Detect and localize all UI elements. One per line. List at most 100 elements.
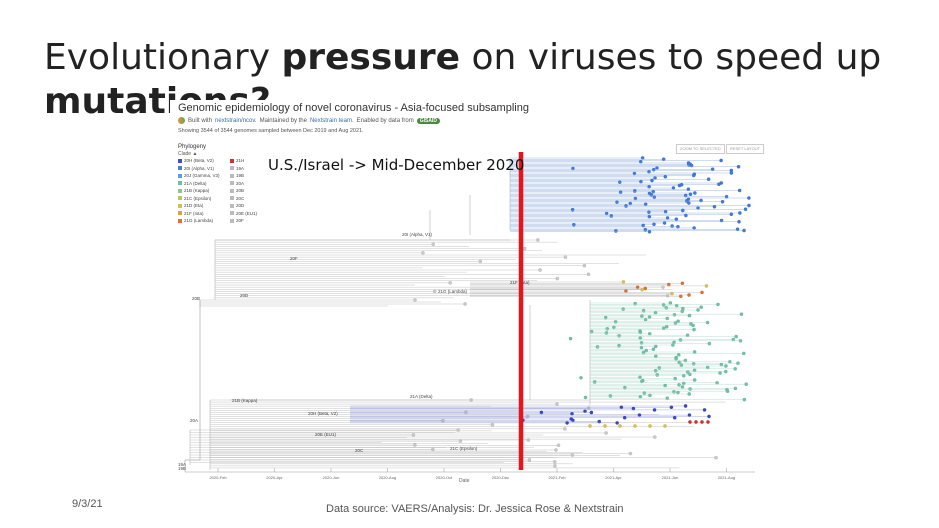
legend-swatch bbox=[230, 181, 234, 185]
tree-tip bbox=[692, 226, 696, 230]
tree-tip bbox=[555, 402, 559, 406]
tree-tip bbox=[673, 321, 678, 326]
tree-tip bbox=[648, 424, 652, 428]
x-tick-label: 2020-Apr bbox=[266, 475, 283, 480]
tree-tip bbox=[490, 422, 495, 427]
legend-item[interactable]: 20B bbox=[230, 188, 244, 193]
tree-tip bbox=[719, 218, 724, 223]
tree-tip bbox=[699, 305, 704, 310]
legend-item[interactable]: 20J (Gamma, V3) bbox=[178, 173, 220, 178]
tree-tip bbox=[653, 176, 657, 180]
tree-tip bbox=[707, 414, 711, 419]
legend-label: 21G (Lambda) bbox=[184, 218, 214, 223]
tree-tip bbox=[615, 421, 619, 425]
tree-tip bbox=[661, 326, 666, 331]
nextstrain-ncov-link[interactable]: nextstrain/ncov. bbox=[215, 117, 257, 124]
legend-item[interactable]: 19A bbox=[230, 166, 244, 171]
tree-tip bbox=[692, 350, 697, 354]
tree-tip bbox=[688, 387, 692, 391]
legend-item[interactable]: 21G (Lambda) bbox=[178, 218, 213, 223]
tree-tip bbox=[647, 184, 651, 189]
clade-label: 21C (Epsilon) bbox=[450, 446, 478, 451]
tree-tip bbox=[747, 203, 751, 208]
legend-item[interactable]: 21A (Delta) bbox=[178, 181, 207, 186]
legend-item[interactable]: 21B (Kappa) bbox=[178, 188, 209, 193]
clade-label: 20H (Beta, V2) bbox=[308, 411, 338, 416]
tree-tip bbox=[681, 381, 686, 386]
gisaid-logo[interactable]: GISAID bbox=[416, 117, 440, 124]
tree-tip bbox=[737, 219, 741, 224]
tree-tip bbox=[687, 413, 692, 417]
legend-swatch bbox=[230, 158, 234, 163]
clade-label: 20B bbox=[192, 296, 200, 301]
legend-item[interactable]: 20A bbox=[230, 181, 244, 186]
tree-tip bbox=[691, 173, 696, 178]
tree-tip bbox=[679, 363, 684, 368]
tree-tip bbox=[624, 289, 628, 293]
legend-label: 21C (Epsilon) bbox=[184, 195, 212, 201]
tree-tip bbox=[648, 393, 652, 398]
tree-tip bbox=[719, 362, 724, 367]
tree-tip bbox=[639, 345, 644, 350]
tree-tip bbox=[705, 365, 710, 370]
legend-item[interactable]: 21F (Iota) bbox=[178, 211, 204, 216]
x-tick-label: 2020-Jun bbox=[323, 475, 340, 480]
clade-label: 21A (Delta) bbox=[410, 394, 433, 399]
legend-item[interactable]: 20I (Alpha, V1) bbox=[178, 166, 214, 171]
tree-tip bbox=[431, 447, 435, 452]
tree-tip bbox=[735, 227, 740, 232]
tree-tip bbox=[651, 347, 656, 352]
tree-tip bbox=[705, 320, 710, 325]
tree-tip bbox=[647, 169, 651, 174]
legend-swatch bbox=[178, 203, 182, 208]
legend-item[interactable]: 20E (EU1) bbox=[230, 211, 257, 216]
legend-item[interactable]: 20C bbox=[230, 196, 244, 201]
tree-tip bbox=[571, 418, 575, 423]
tree-tip bbox=[670, 291, 674, 296]
tree-tip bbox=[604, 331, 609, 335]
data-source: Data source: VAERS/Analysis: Dr. Jessica… bbox=[326, 503, 624, 515]
tree-tip bbox=[570, 453, 575, 457]
legend-swatch bbox=[178, 211, 182, 215]
tree-tip bbox=[747, 196, 751, 200]
legend-label: 21A (Delta) bbox=[184, 180, 207, 186]
tree-tip bbox=[674, 357, 678, 361]
zoom-to-selected-button[interactable]: ZOOM TO SELECTED bbox=[676, 144, 725, 154]
tree-tip bbox=[592, 380, 597, 384]
legend-item[interactable]: 19B bbox=[230, 173, 244, 178]
tree-tip bbox=[615, 200, 619, 205]
legend-item[interactable]: 20F bbox=[230, 218, 244, 223]
tree-tip bbox=[639, 314, 644, 319]
legend-label: 20H (Beta, V2) bbox=[184, 158, 214, 163]
legend-item[interactable]: 21C (Epsilon) bbox=[178, 196, 211, 201]
tree-tip bbox=[666, 282, 671, 287]
legend-label: 21H bbox=[236, 158, 245, 163]
tree-tip bbox=[729, 212, 734, 217]
tree-tip bbox=[563, 426, 567, 431]
legend-swatch bbox=[178, 218, 182, 223]
tree-tip bbox=[715, 380, 719, 385]
tree-tip bbox=[671, 186, 676, 190]
nextstrain-team-link[interactable]: Nextstrain team. bbox=[309, 117, 354, 124]
tree-tip bbox=[649, 192, 654, 197]
legend-item[interactable]: 21D (Eta) bbox=[178, 203, 203, 208]
slide-title: Evolutionary pressure on viruses to spee… bbox=[44, 37, 882, 123]
tree-tip bbox=[571, 166, 575, 171]
tree-tip bbox=[621, 307, 626, 312]
tree-tip bbox=[647, 331, 652, 336]
tree-tip bbox=[680, 281, 685, 286]
tree-tip bbox=[700, 290, 704, 295]
tree-tip bbox=[432, 289, 437, 294]
tree-tip bbox=[643, 286, 648, 291]
legend-item[interactable]: 20H (Beta, V2) bbox=[178, 158, 214, 163]
tree-tip bbox=[737, 211, 742, 215]
legend-item[interactable]: 20D bbox=[230, 203, 244, 208]
tree-tip bbox=[571, 222, 576, 227]
tree-tip bbox=[661, 303, 666, 307]
tree-tip bbox=[676, 224, 680, 229]
tree-tip bbox=[652, 408, 657, 412]
tree-tip bbox=[743, 207, 748, 212]
reset-layout-button[interactable]: RESET LAYOUT bbox=[726, 144, 765, 154]
legend-item[interactable]: 21H bbox=[230, 158, 244, 163]
x-tick-label: 2021-Feb bbox=[548, 475, 566, 480]
